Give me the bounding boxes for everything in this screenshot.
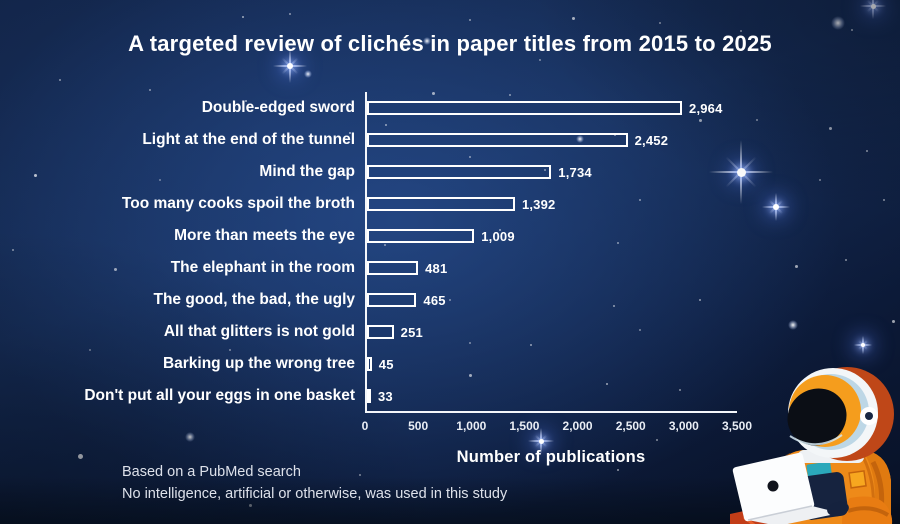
laptop-logo-dot <box>767 480 779 492</box>
category-label: Light at the end of the tunnel <box>142 131 355 148</box>
x-tick-label: 2,000 <box>562 419 593 433</box>
footer-note-source: Based on a PubMed search <box>122 464 301 480</box>
bar-value-label: 2,452 <box>634 132 669 148</box>
bar <box>367 293 417 307</box>
bar-row: 1,392 <box>367 188 737 220</box>
bar-value-label: 1,392 <box>521 196 556 212</box>
x-tick-label: 500 <box>408 419 429 433</box>
bar <box>367 325 394 339</box>
category-label: Double-edged sword <box>201 99 355 116</box>
bar-value-label: 465 <box>423 292 446 308</box>
category-label: All that glitters is not gold <box>163 323 355 340</box>
category-label: Mind the gap <box>259 163 355 180</box>
bar-row: 2,452 <box>367 124 737 156</box>
bar-value-label: 33 <box>378 388 393 404</box>
bar <box>367 133 628 147</box>
bar-value-label: 2,964 <box>689 100 723 116</box>
bar <box>367 229 475 243</box>
category-label: Too many cooks spoil the broth <box>121 195 355 212</box>
category-label: Don't put all your eggs in one basket <box>84 387 355 404</box>
bar-row: 481 <box>367 252 737 284</box>
bar-row: 465 <box>367 284 737 316</box>
bar-row: 2,964 <box>367 92 737 124</box>
bar-row: 45 <box>367 348 737 380</box>
bar-row: 1,734 <box>367 156 737 188</box>
x-tick-label: 3,000 <box>668 419 699 433</box>
x-tick-label: 2,500 <box>615 419 646 433</box>
plot-area: 2,964 2,452 1,734 1,392 1,009 481 465 251 45 33 <box>365 92 737 413</box>
category-label: More than meets the eye <box>174 227 355 244</box>
bar-value-label: 481 <box>425 260 448 276</box>
bar-row: 1,009 <box>367 220 737 252</box>
x-tick-label: 0 <box>361 419 369 433</box>
bar-value-label: 1,734 <box>558 164 592 180</box>
bar-row: 33 <box>367 380 737 412</box>
bar <box>367 261 419 275</box>
bar <box>367 197 515 211</box>
bar <box>367 101 683 115</box>
astronaut-with-laptop-illustration <box>730 367 894 524</box>
category-label: Barking up the wrong tree <box>162 355 355 372</box>
x-tick-label: 1,000 <box>456 419 487 433</box>
footer-note-disclaimer: No intelligence, artificial or otherwise… <box>122 486 508 502</box>
bar <box>367 357 372 371</box>
bar-value-label: 1,009 <box>481 228 515 244</box>
x-axis-ticks: 0 500 1,000 1,500 2,000 2,500 3,000 3,500 <box>361 419 752 435</box>
x-tick-label: 1,500 <box>509 419 540 433</box>
bar <box>367 389 371 403</box>
bar-value-label: 45 <box>378 356 394 372</box>
category-labels-column: Double-edged sword Light at the end of th… <box>40 92 355 412</box>
category-label: The good, the bad, the ugly <box>153 291 356 308</box>
bar <box>367 165 552 179</box>
category-label: The elephant in the room <box>170 259 355 276</box>
bar-row: 251 <box>367 316 737 348</box>
footer-notes: Based on a PubMed search No intelligence… <box>122 461 507 505</box>
bar-value-label: 251 <box>400 324 423 340</box>
